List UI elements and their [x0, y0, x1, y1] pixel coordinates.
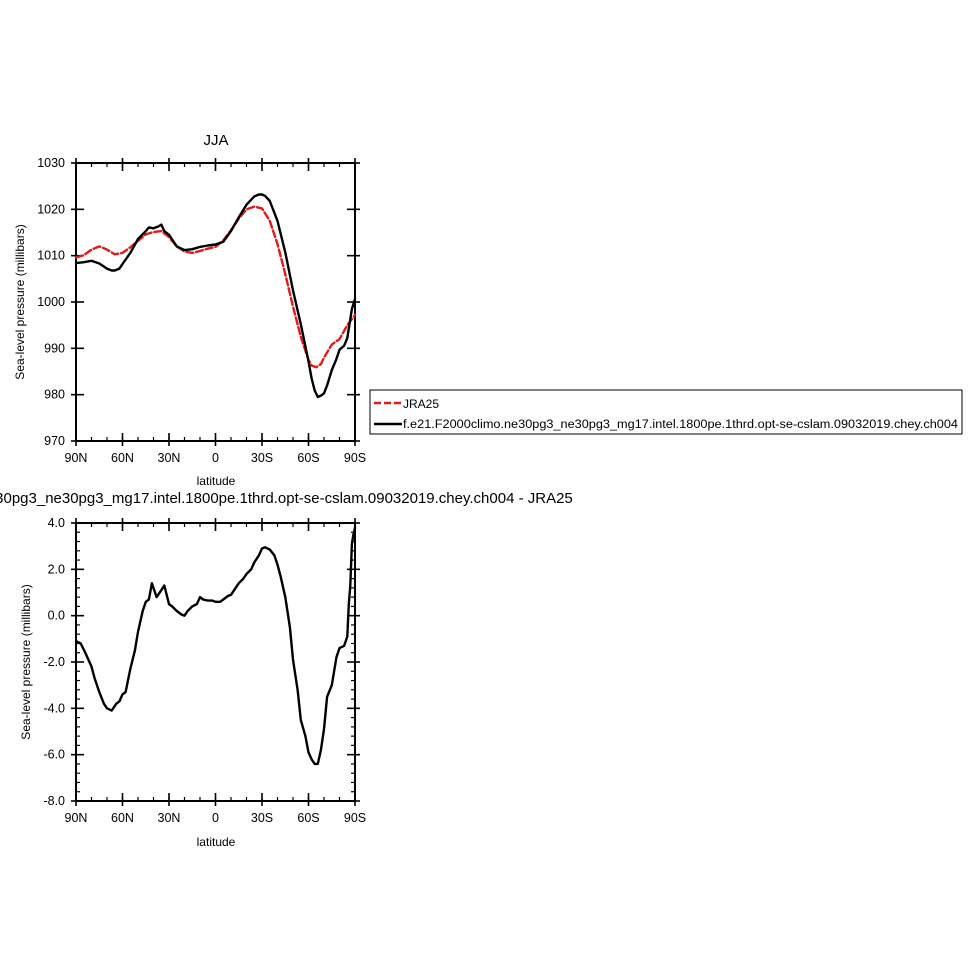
top-chart-series-line-1: [74, 193, 357, 399]
bottom-chart-panel: f.e21.F2000climo.ne30pg3_ne30pg3_mg17.in…: [0, 490, 573, 849]
top-chart-x-tick-label: 60N: [111, 451, 134, 465]
bottom-chart-x-tick-label: 90S: [344, 811, 366, 825]
legend-label-model: f.e21.F2000climo.ne30pg3_ne30pg3_mg17.in…: [403, 419, 959, 431]
bottom-chart-x-tick-label: 60N: [111, 811, 134, 825]
bottom-chart-y-tick-label: -8.0: [43, 794, 65, 808]
bottom-chart-series-line-0: [74, 526, 357, 766]
bottom-chart-x-tick-label: 30N: [158, 811, 181, 825]
top-chart-ticks: 90N 60N 30N 0 30S 60S 90S 970 980 990 1000 1010 1020…: [37, 156, 366, 465]
bottom-chart-y-tick-label: 2.0: [48, 562, 65, 576]
top-chart-plot-frame: [75, 162, 356, 442]
legend-box: [369, 389, 963, 435]
top-chart-y-tick-label: 1000: [37, 295, 65, 309]
bottom-chart-y-tick-label: -2.0: [43, 655, 65, 669]
bottom-chart-y-tick-label: 0.0: [48, 609, 65, 623]
top-chart-title: JJA: [203, 132, 228, 149]
top-chart-x-axis-label: latitude: [197, 474, 236, 488]
top-chart-y-tick-label: 1030: [37, 156, 65, 170]
top-chart-series-line-0: [74, 205, 357, 369]
top-chart-y-tick-label: 970: [44, 434, 65, 448]
bottom-chart-x-tick-label: 90N: [65, 811, 88, 825]
top-chart-y-tick-label: 1010: [37, 249, 65, 263]
bottom-chart-ticks: 90N 60N 30N 0 30S 60S 90S -8.0 -6.0 -4.0 -2.0 0.0 2.…: [43, 516, 366, 825]
top-chart-y-tick-label: 1020: [37, 202, 65, 216]
top-chart-y-tick-label: 980: [44, 388, 65, 402]
top-chart-panel: JJA 90N 60N 30N 0 30S 60S 90S 970 980 990 1000 1010…: [13, 132, 366, 488]
bottom-chart-plot-frame: [75, 522, 356, 802]
top-chart-x-tick-label: 90N: [65, 451, 88, 465]
bottom-chart-y-axis-label: Sea-level pressure (millibars): [19, 584, 33, 739]
bottom-chart-x-tick-label: 30S: [251, 811, 273, 825]
top-chart-x-tick-label: 0: [212, 451, 219, 465]
top-chart-x-tick-label: 90S: [344, 451, 366, 465]
bottom-chart-y-tick-label: -4.0: [43, 701, 65, 715]
bottom-chart-y-tick-label: -6.0: [43, 748, 65, 762]
bottom-chart-y-tick-label: 4.0: [48, 516, 65, 530]
bottom-chart-x-tick-label: 0: [212, 811, 219, 825]
bottom-chart-series: [74, 526, 357, 766]
bottom-chart-x-axis-label: latitude: [197, 835, 236, 849]
top-chart-x-tick-label: 60S: [297, 451, 319, 465]
bottom-chart-x-tick-label: 60S: [297, 811, 319, 825]
legend-label-jra25: JRA25: [403, 397, 439, 411]
top-chart-x-tick-label: 30S: [251, 451, 273, 465]
top-chart-y-tick-label: 990: [44, 341, 65, 355]
top-chart-series: [74, 193, 357, 399]
top-chart-x-tick-label: 30N: [158, 451, 181, 465]
top-chart-y-axis-label: Sea-level pressure (millibars): [13, 224, 27, 379]
legend: JRA25 f.e21.F2000climo.ne30pg3_ne30pg3_m…: [369, 389, 963, 435]
bottom-chart-title: f.e21.F2000climo.ne30pg3_ne30pg3_mg17.in…: [0, 490, 573, 507]
